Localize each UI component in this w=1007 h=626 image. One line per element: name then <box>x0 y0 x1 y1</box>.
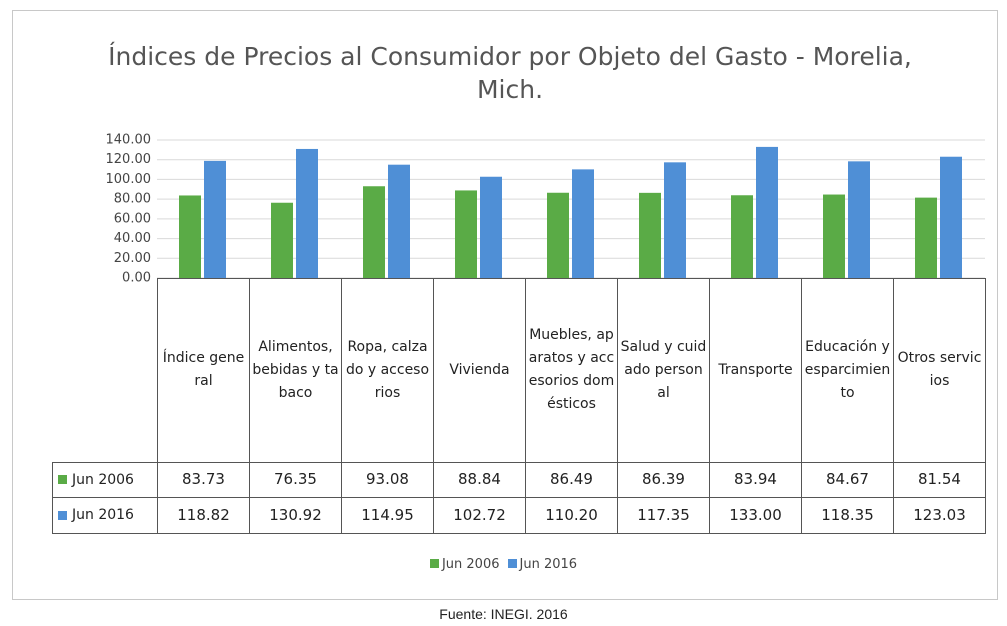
legend-swatch <box>429 559 439 568</box>
legend-label: Jun 2006 <box>441 557 500 572</box>
y-tick-label: 100.00 <box>106 172 152 187</box>
bar <box>848 161 870 278</box>
y-tick-label: 40.00 <box>114 231 151 246</box>
y-tick-label: 60.00 <box>114 211 151 226</box>
bar <box>639 192 661 278</box>
bar <box>915 197 937 278</box>
bar <box>940 156 962 278</box>
category-cell: Transporte <box>709 278 801 462</box>
value-cell: 118.82 <box>157 497 249 533</box>
table-border <box>985 278 986 533</box>
category-cell: Ropa, calzado y accesorios <box>341 278 433 462</box>
category-cell: Educación y esparcimiento <box>801 278 893 462</box>
legend: Jun 2006 Jun 2016 <box>0 557 1007 572</box>
value-cell: 114.95 <box>341 497 433 533</box>
legend-swatch <box>507 559 517 568</box>
bar <box>388 164 410 278</box>
y-tick-label: 140.00 <box>106 133 152 148</box>
legend-item: Jun 2006 <box>429 557 500 572</box>
legend-item: Jun 2016 <box>507 557 578 572</box>
table-line <box>157 278 986 279</box>
source: Fuente: INEGI. 2016 <box>439 606 568 622</box>
bar <box>204 160 226 278</box>
table-line <box>52 462 986 463</box>
bar <box>756 146 778 278</box>
value-cell: 76.35 <box>249 462 341 497</box>
bar <box>271 202 293 278</box>
value-cell: 86.49 <box>525 462 617 497</box>
legend-swatch <box>58 475 67 484</box>
bar <box>296 148 318 278</box>
y-tick-label: 120.00 <box>106 152 152 167</box>
value-cell: 133.00 <box>709 497 801 533</box>
value-cell: 83.73 <box>157 462 249 497</box>
value-cell: 84.67 <box>801 462 893 497</box>
table-line <box>52 497 986 498</box>
category-cell: Salud y cuidado personal <box>617 278 709 462</box>
value-cell: 118.35 <box>801 497 893 533</box>
value-cell: 88.84 <box>433 462 525 497</box>
legend-label: Jun 2016 <box>519 557 578 572</box>
category-cell: Otros servicios <box>893 278 985 462</box>
value-cell: 123.03 <box>893 497 985 533</box>
value-cell: 83.94 <box>709 462 801 497</box>
value-cell: 110.20 <box>525 497 617 533</box>
category-cell: Vivienda <box>433 278 525 462</box>
table-key: Jun 2006 <box>52 462 157 497</box>
legend-swatch <box>58 510 67 520</box>
bar <box>455 190 477 278</box>
bar <box>480 176 502 278</box>
value-cell: 86.39 <box>617 462 709 497</box>
y-tick-label: 0.00 <box>122 271 151 286</box>
bar <box>179 195 201 278</box>
table-key-label: Jun 2006 <box>72 471 134 488</box>
bar <box>547 192 569 278</box>
bar <box>572 169 594 278</box>
chart-frame <box>12 10 998 600</box>
value-cell: 81.54 <box>893 462 985 497</box>
bar <box>363 186 385 278</box>
y-tick-label: 80.00 <box>114 192 151 207</box>
value-cell: 130.92 <box>249 497 341 533</box>
category-cell: Alimentos, bebidas y tabaco <box>249 278 341 462</box>
value-cell: 93.08 <box>341 462 433 497</box>
bar <box>731 195 753 278</box>
bar <box>664 162 686 278</box>
table-key: Jun 2016 <box>52 497 157 533</box>
category-cell: Índice general <box>157 278 249 462</box>
y-tick-label: 20.00 <box>114 251 151 266</box>
chart-title: Índices de Precios al Consumidor por Obj… <box>108 42 912 104</box>
table-line <box>52 533 986 534</box>
table-key-label: Jun 2016 <box>72 507 134 523</box>
value-cell: 102.72 <box>433 497 525 533</box>
value-cell: 117.35 <box>617 497 709 533</box>
category-cell: Muebles, aparatos y accesorios doméstico… <box>525 278 617 462</box>
bar <box>823 194 845 278</box>
